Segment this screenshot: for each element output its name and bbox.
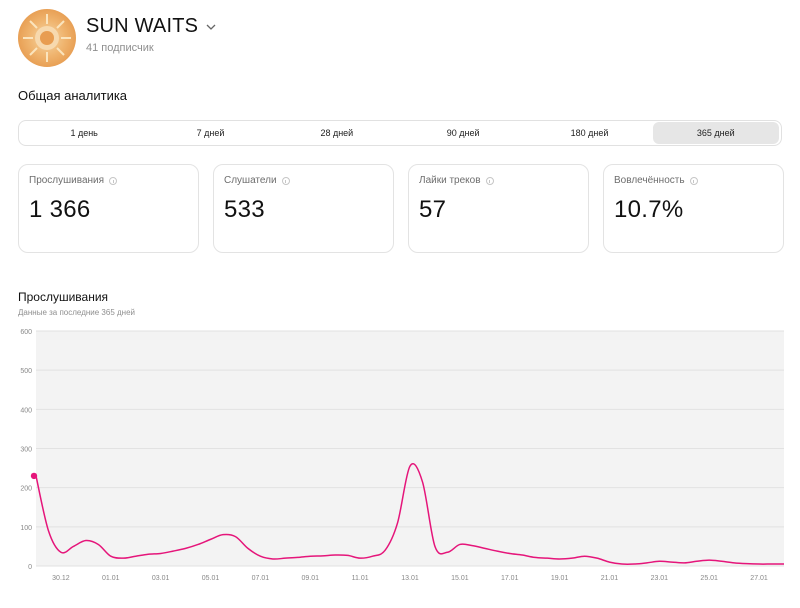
metric-label: Лайки треков — [419, 175, 481, 186]
x-tick-label: 05.01 — [202, 575, 220, 582]
metric-label: Слушатели — [224, 175, 277, 186]
x-tick-label: 09.01 — [302, 575, 320, 582]
period-tab-1-day[interactable]: 1 день — [70, 128, 98, 138]
metric-card-listeners: Слушатели 533 — [213, 164, 394, 253]
x-tick-label: 01.01 — [102, 575, 120, 582]
info-icon[interactable] — [109, 176, 118, 185]
y-tick-label: 500 — [20, 368, 32, 375]
metric-value: 10.7% — [614, 196, 684, 223]
period-tab-365-days[interactable]: 365 дней — [652, 122, 779, 144]
series-line — [35, 463, 784, 565]
y-tick-label: 100 — [20, 525, 32, 532]
info-icon[interactable] — [689, 176, 698, 185]
x-tick-label: 03.01 — [152, 575, 170, 582]
x-tick-label: 07.01 — [252, 575, 270, 582]
y-tick-label: 300 — [20, 447, 32, 454]
metric-value: 1 366 — [29, 196, 91, 223]
metric-card-plays: Прослушивания 1 366 — [18, 164, 199, 253]
x-tick-label: 11.01 — [352, 575, 369, 582]
artist-title-row[interactable]: SUN WAITS — [86, 15, 216, 38]
x-tick-label: 15.01 — [451, 575, 469, 582]
info-icon[interactable] — [281, 176, 290, 185]
x-tick-label: 25.01 — [700, 575, 718, 582]
chevron-down-icon[interactable] — [206, 24, 216, 30]
plays-line-chart[interactable]: 0 100 200 300 400 500 600 30.12 01.01 03.01 05.01 0… — [0, 326, 800, 608]
analytics-title: Общая аналитика — [18, 88, 128, 103]
metric-label: Вовлечённость — [614, 175, 685, 186]
x-tick-label: 13.01 — [401, 575, 419, 582]
x-tick-label: 21.01 — [601, 575, 619, 582]
metric-card-likes: Лайки треков 57 — [408, 164, 589, 253]
chart-subtitle: Данные за последние 365 дней — [18, 308, 135, 317]
metric-label: Прослушивания — [29, 175, 105, 186]
subscriber-count: 41 подписчик — [86, 41, 154, 54]
x-tick-label: 27.01 — [750, 575, 768, 582]
y-tick-label: 0 — [28, 564, 32, 571]
chart-title: Прослушивания — [18, 290, 109, 304]
x-tick-label: 23.01 — [651, 575, 669, 582]
metric-value: 57 — [419, 196, 447, 223]
x-tick-label: 30.12 — [52, 575, 70, 582]
period-tab-180-days[interactable]: 180 дней — [570, 128, 609, 138]
y-tick-label: 600 — [20, 329, 32, 336]
period-tab-7-days[interactable]: 7 дней — [196, 128, 225, 138]
sun-logo-icon — [23, 14, 71, 62]
period-tab-90-days[interactable]: 90 дней — [446, 128, 480, 138]
metric-card-engagement: Вовлечённость 10.7% — [603, 164, 784, 253]
x-tick-label: 17.01 — [501, 575, 519, 582]
info-icon[interactable] — [485, 176, 494, 185]
y-tick-label: 200 — [20, 486, 32, 493]
highlight-point — [30, 472, 38, 480]
metric-value: 533 — [224, 196, 265, 223]
y-tick-label: 400 — [20, 407, 32, 414]
artist-header: SUN WAITS 41 подписчик — [18, 8, 216, 68]
x-tick-label: 19.01 — [551, 575, 569, 582]
artist-avatar[interactable] — [18, 9, 76, 67]
period-tab-28-days[interactable]: 28 дней — [320, 128, 354, 138]
period-selector: 1 день 7 дней 28 дней 90 дней 180 дней 3… — [18, 120, 782, 146]
artist-title-block: SUN WAITS 41 подписчик — [86, 15, 216, 54]
artist-name: SUN WAITS — [86, 14, 199, 37]
